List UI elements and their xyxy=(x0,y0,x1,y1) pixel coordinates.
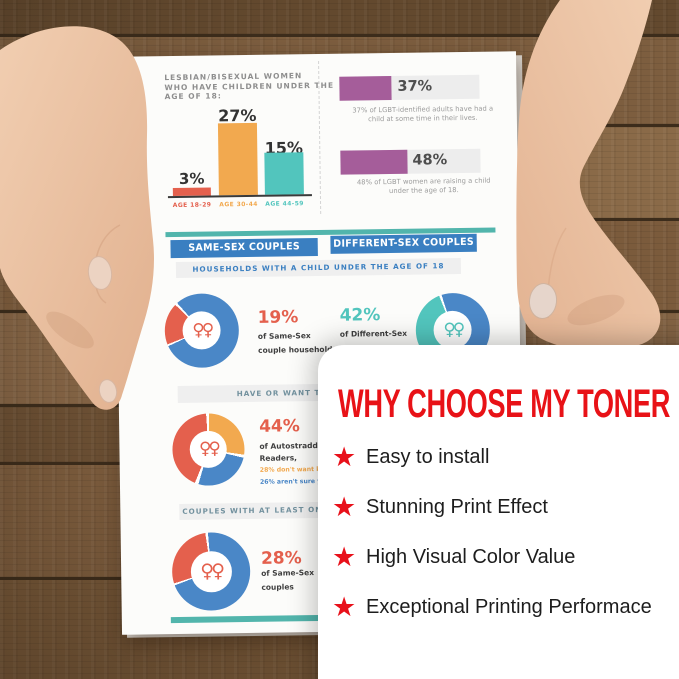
star-icon: ★ xyxy=(332,491,357,523)
donut-hole: ♀♀ xyxy=(182,311,222,351)
donut-value: 19% xyxy=(257,307,299,328)
stat-bar-value: 37% xyxy=(397,78,433,95)
donut-chart-44: ♀♀ xyxy=(171,413,245,487)
donut-hole: ♀♀ xyxy=(189,430,228,469)
donut-value: 42% xyxy=(339,305,381,326)
banner-households: HOUSEHOLDS WITH A CHILD UNDER THE AGE OF… xyxy=(175,258,462,278)
promo-card: WHY CHOOSE MY TONER ★ Easy to install ★ … xyxy=(318,345,679,679)
donut-label: Readers, xyxy=(259,453,298,463)
donut-value: 28% xyxy=(260,548,302,569)
bar-category-label: AGE 44-59 xyxy=(265,200,304,208)
donut-hole: ♀♀ xyxy=(433,310,473,350)
female-female-icon: ♀♀ xyxy=(192,320,212,341)
stat-bar-fill xyxy=(340,149,408,175)
star-icon: ★ xyxy=(332,591,357,623)
feature-label: Exceptional Printing Performace xyxy=(366,595,652,618)
stat-bar-value: 48% xyxy=(412,152,448,169)
donut-label: of Autostraddle xyxy=(259,440,326,451)
bar-age-44-59 xyxy=(264,152,304,195)
donut-label: of Same-Sex xyxy=(261,568,315,578)
bar-chart-title: LESBIAN/BISEXUAL WOMEN WHO HAVE CHILDREN… xyxy=(164,71,334,102)
wood-plank xyxy=(0,0,679,34)
stat-bar-37: 37% xyxy=(339,74,480,101)
feature-label: Easy to install xyxy=(366,445,490,468)
star-icon: ★ xyxy=(332,541,357,573)
star-icon: ★ xyxy=(332,441,357,473)
female-female-icon: ♀♀ xyxy=(198,438,219,460)
header-same-sex: SAME-SEX COUPLES xyxy=(170,238,318,259)
female-female-icon: ♀♀ xyxy=(443,319,463,340)
stat-caption: 37% of LGBT-identified adults have had a… xyxy=(338,104,508,124)
stat-caption: 48% of LGBT women are raising a child un… xyxy=(339,176,509,196)
donut-value: 44% xyxy=(259,416,301,437)
feature-item: ★ Exceptional Printing Performace xyxy=(332,590,652,624)
donut-hole: ♀♀ xyxy=(190,550,232,593)
feature-label: High Visual Color Value xyxy=(366,545,576,568)
bar-value: 3% xyxy=(178,169,205,188)
feature-label: Stunning Print Effect xyxy=(366,495,548,518)
promo-title: WHY CHOOSE MY TONER xyxy=(338,382,671,426)
bar-chart-title-line: AGE OF 18: xyxy=(164,91,222,102)
feature-item: ★ High Visual Color Value xyxy=(332,540,652,574)
feature-item: ★ Easy to install xyxy=(332,440,652,474)
female-female-icon: ♀♀ xyxy=(200,559,223,583)
donut-chart-28: ♀♀ xyxy=(171,531,251,612)
header-different-sex: DIFFERENT-SEX COUPLES xyxy=(330,233,477,254)
donut-label: couples xyxy=(261,582,294,592)
bar-age-30-44 xyxy=(217,122,258,196)
feature-list: ★ Easy to install ★ Stunning Print Effec… xyxy=(332,440,652,640)
donut-label: of Same-Sex xyxy=(257,331,311,341)
feature-item: ★ Stunning Print Effect xyxy=(332,490,652,524)
stat-bar-48: 48% xyxy=(340,148,481,175)
donut-label: of Different-Sex xyxy=(339,328,408,339)
stat-bar-fill xyxy=(339,75,392,101)
donut-chart-19: ♀♀ xyxy=(164,293,240,369)
